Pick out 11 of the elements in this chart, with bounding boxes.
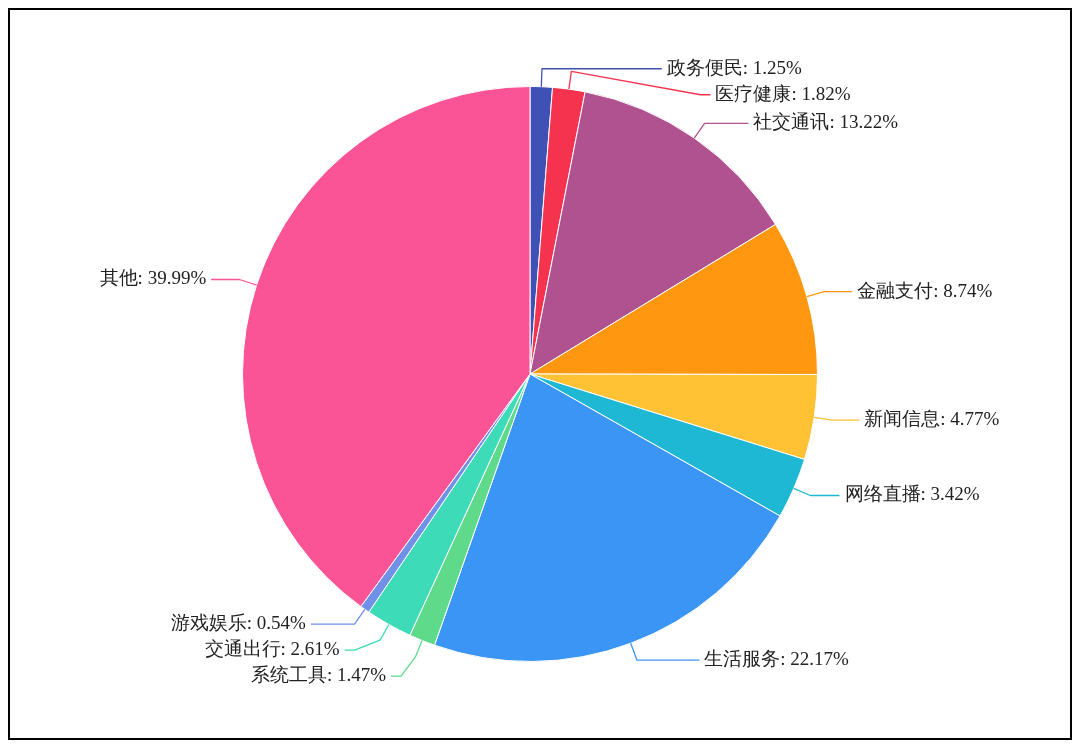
slice-label: 游戏娱乐: 0.54% (170, 612, 307, 634)
slice-label: 医疗健康: 1.82% (715, 82, 851, 104)
slice-label: 社交通讯: 13.22% (753, 111, 899, 133)
slice-label: 交通出行: 2.61% (204, 638, 340, 660)
slice-label: 网络直播: 3.42% (844, 483, 980, 505)
slice-label: 金融支付: 8.74% (857, 279, 993, 301)
slice-label: 政务便民: 1.25% (666, 56, 803, 78)
slice-label: 其他: 39.99% (99, 267, 207, 289)
slice-label: 新闻信息: 4.77% (864, 408, 1000, 430)
slice-label: 生活服务: 22.17% (704, 648, 850, 670)
slice-label: 系统工具: 1.47% (250, 664, 387, 686)
